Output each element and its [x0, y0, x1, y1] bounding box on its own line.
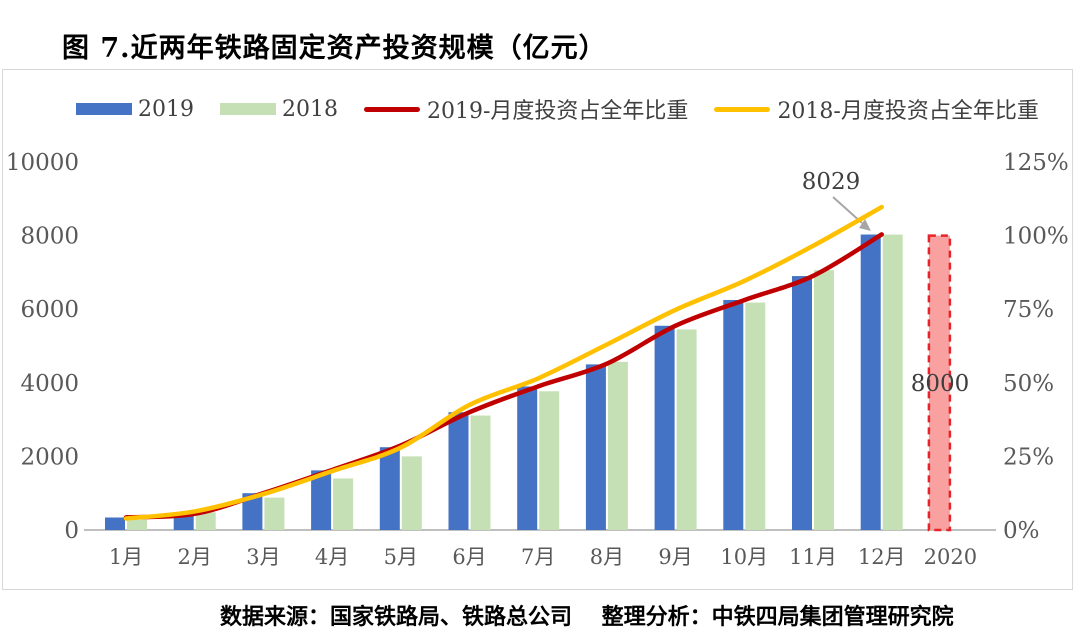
legend-label: 2018-月度投资占全年比重 [777, 99, 1039, 124]
legend-item-4: 2018-月度投资占全年比重 [714, 93, 1039, 125]
legend-bar-swatch [76, 103, 132, 115]
legend-line-swatch [714, 106, 771, 112]
legend-label: 2018 [282, 96, 338, 122]
legend: 2019 2018 2019-月度投资占全年比重 2018-月度投资占全年比重 [76, 93, 1065, 125]
legend-item-3: 2019-月度投资占全年比重 [364, 93, 688, 125]
chart-frame [2, 69, 1073, 590]
legend-label: 2019 [138, 96, 194, 122]
legend-line-swatch [364, 106, 420, 112]
legend-bar-swatch [220, 103, 276, 115]
legend-item-2: 2018 [220, 97, 338, 122]
chart-title: 图 7.近两年铁路固定资产投资规模（亿元） [62, 33, 607, 64]
legend-item-1: 2019 [76, 97, 194, 122]
legend-label: 2019-月度投资占全年比重 [427, 99, 689, 124]
source-note: 数据来源：国家铁路局、铁路总公司 整理分析：中铁四局集团管理研究院 [220, 604, 954, 630]
